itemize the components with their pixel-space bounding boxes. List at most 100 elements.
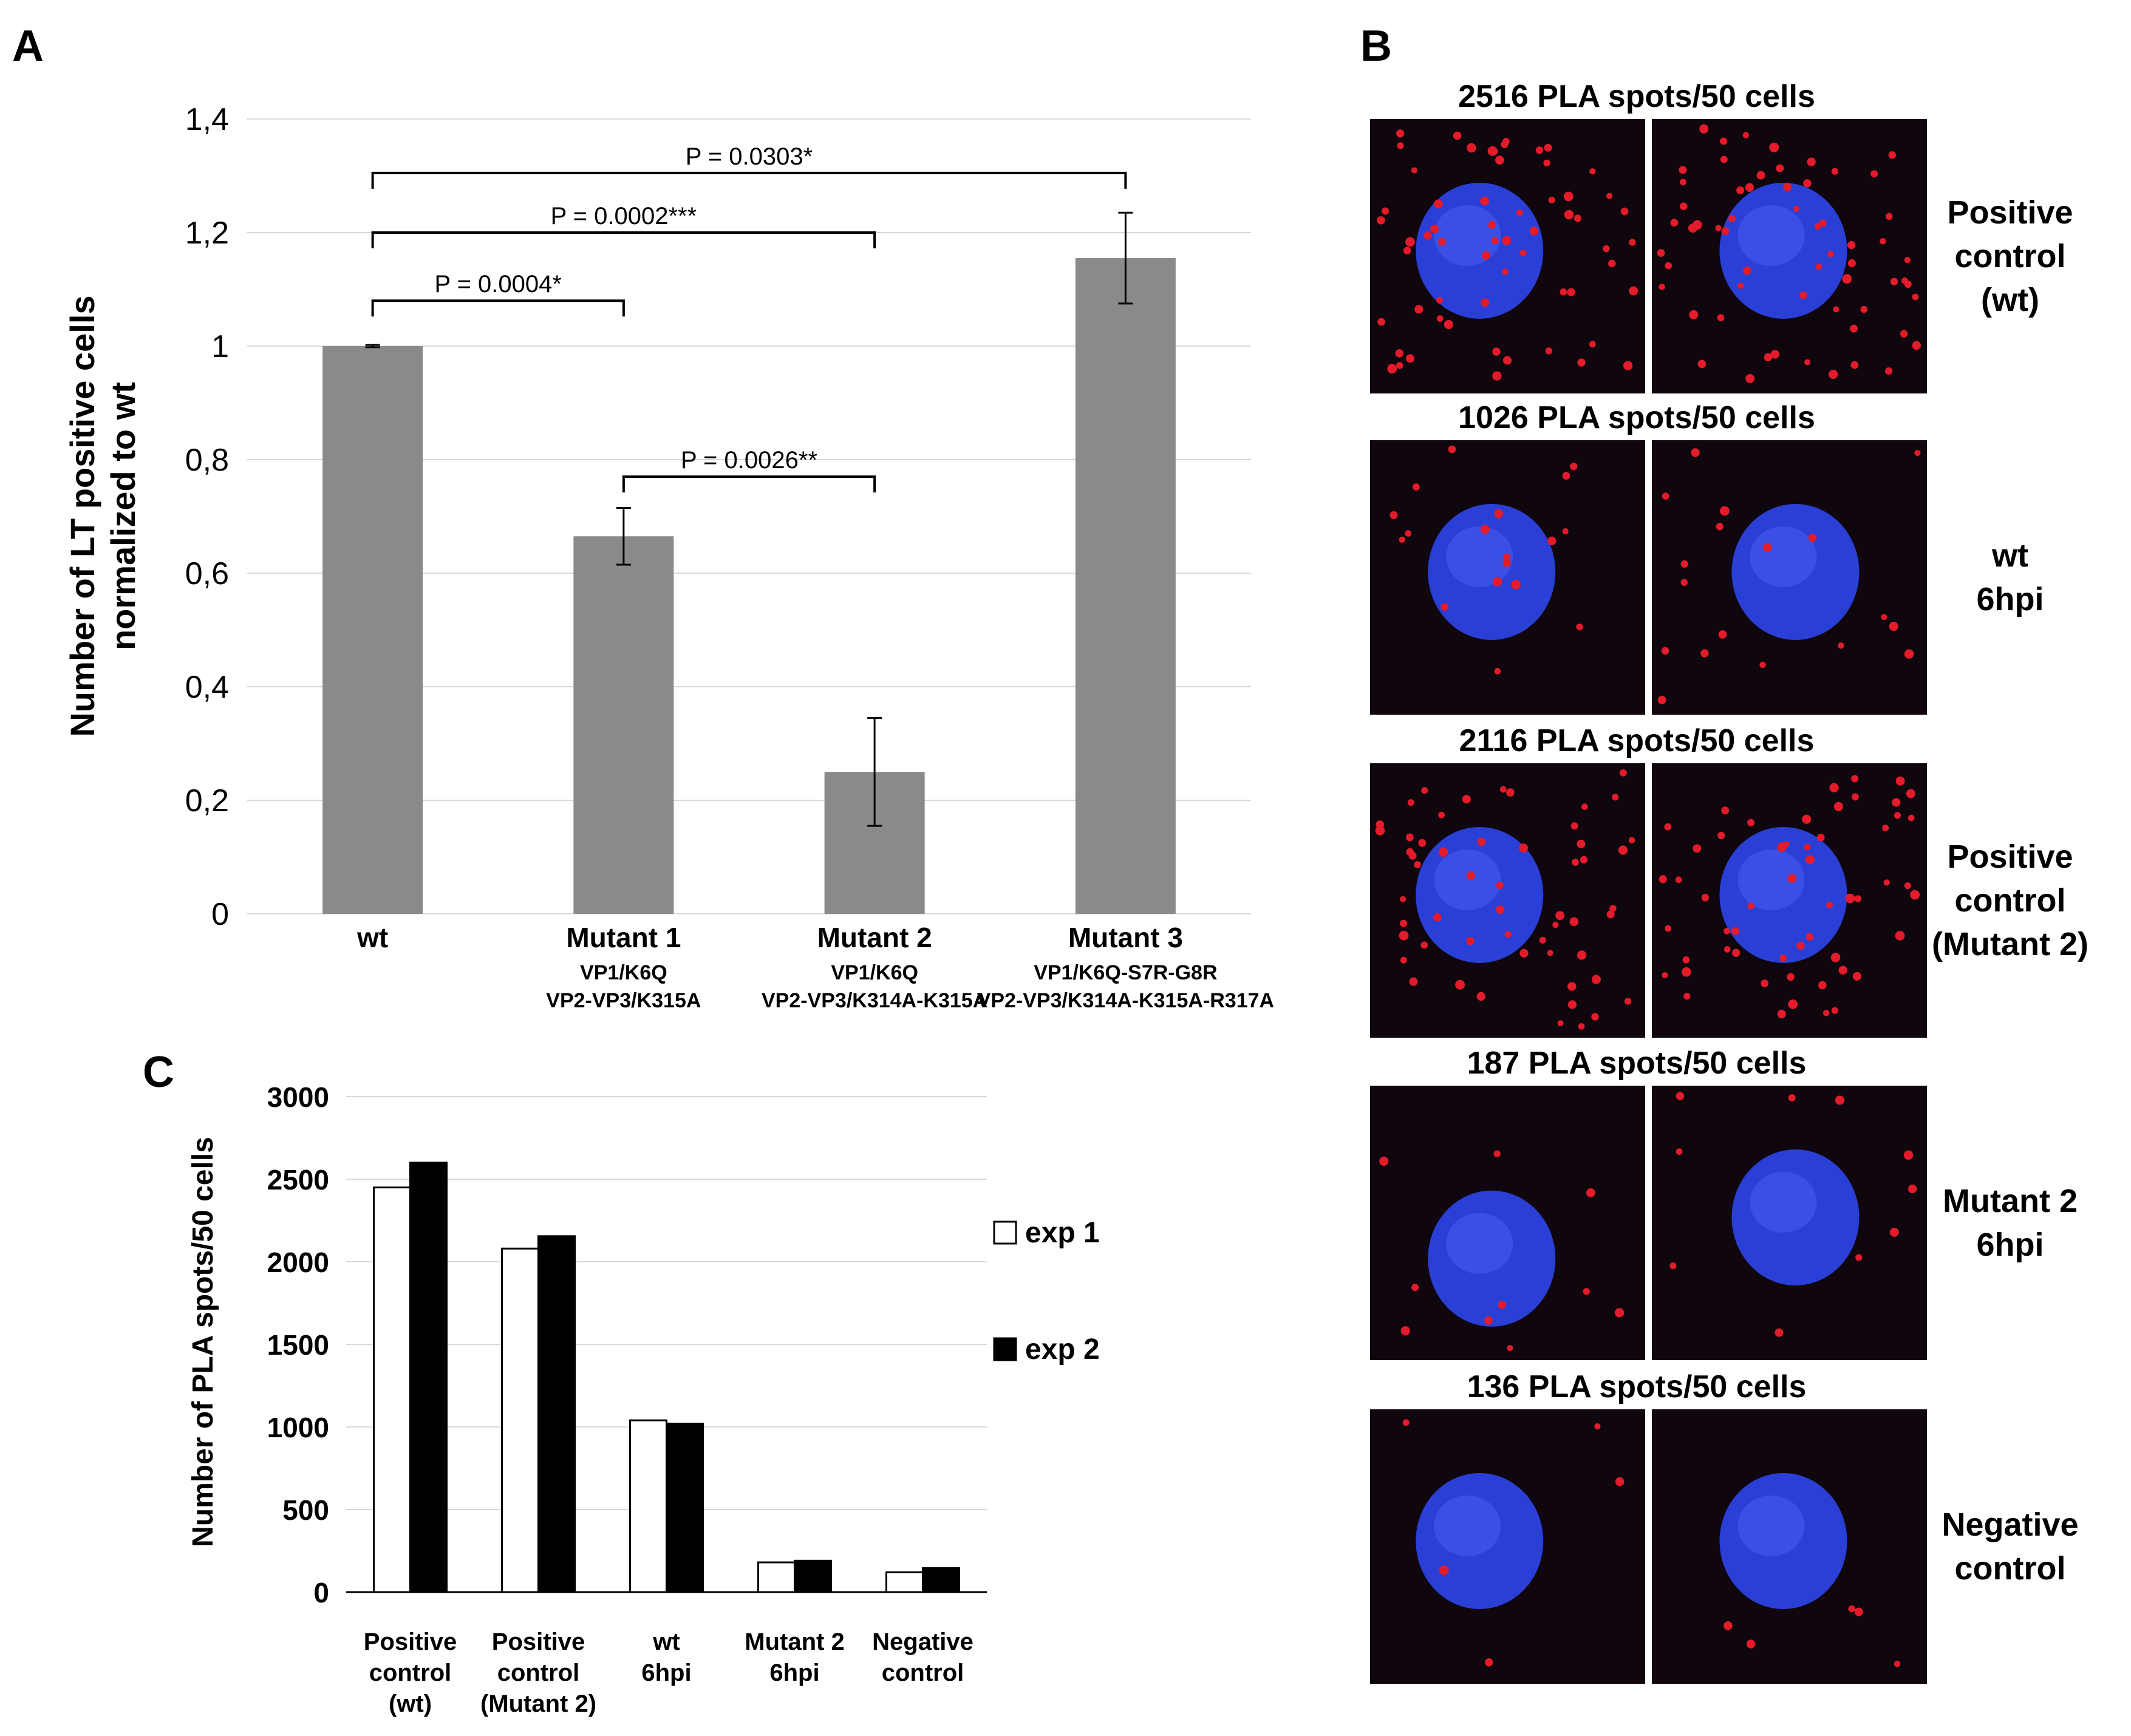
b-pla-spot xyxy=(1892,798,1901,807)
a-category-label: Mutant 2 xyxy=(817,922,932,953)
b-pla-spot xyxy=(1496,881,1504,890)
b-micrograph xyxy=(1652,1086,1927,1360)
b-pla-spot xyxy=(1904,256,1911,264)
c-bar-exp-2 xyxy=(922,1567,960,1593)
b-pla-spot xyxy=(1689,310,1699,319)
b-pla-spot xyxy=(1829,369,1838,380)
b-pla-spot xyxy=(1414,861,1421,868)
b-pla-spot xyxy=(1662,972,1668,979)
b-pla-spot xyxy=(1406,848,1414,856)
b-pla-spot xyxy=(1835,1095,1845,1105)
c-bar-exp-2 xyxy=(666,1423,704,1593)
b-pla-spot xyxy=(1762,543,1772,553)
b-pla-spot xyxy=(1683,993,1691,1000)
c-category-label: Mutant 2 xyxy=(745,1629,844,1655)
b-nucleus-highlight xyxy=(1737,205,1805,266)
b-pla-spot xyxy=(1424,231,1432,240)
b-pla-spot xyxy=(1492,371,1502,381)
b-pla-spot xyxy=(1402,1419,1410,1426)
b-pla-spot xyxy=(1720,137,1728,145)
b-pla-spot xyxy=(1403,247,1411,254)
b-pla-spot xyxy=(1682,956,1690,964)
c-bar-exp-1 xyxy=(373,1186,411,1593)
b-pla-spot xyxy=(1910,890,1920,900)
b-pla-spot xyxy=(1906,789,1915,798)
b-pla-spot xyxy=(1669,1262,1677,1270)
a-ytick-label: 0,8 xyxy=(185,443,229,478)
b-pla-spot xyxy=(1804,359,1811,366)
b-pla-spot xyxy=(1659,284,1665,290)
a-ytick-label: 0,6 xyxy=(185,556,229,591)
b-pla-spot xyxy=(1815,263,1822,270)
b-nucleus-highlight xyxy=(1434,205,1501,266)
a-bar xyxy=(322,346,423,914)
b-pla-spot xyxy=(1779,955,1787,962)
a-category-label: Mutant 1 xyxy=(566,922,681,953)
b-pla-spot xyxy=(1831,1007,1838,1014)
b-pla-spot xyxy=(1746,1639,1756,1649)
c-ytick-label: 2000 xyxy=(267,1247,329,1278)
b-pla-spot xyxy=(1494,668,1501,675)
b-pla-spot xyxy=(1679,166,1687,174)
b-pla-spot xyxy=(1481,298,1490,307)
b-pla-spot xyxy=(1775,1328,1784,1337)
b-pla-spot xyxy=(1756,171,1765,180)
b-pla-spot xyxy=(1731,927,1740,936)
a-category-detail: VP1/K6Q-S7R-G8R xyxy=(1034,961,1217,984)
b-pla-spot xyxy=(1493,1150,1501,1157)
b-pla-spot xyxy=(1827,251,1834,257)
b-pla-spot xyxy=(1516,209,1523,216)
b-pla-spot xyxy=(1783,183,1792,191)
b-pla-spot xyxy=(1412,483,1420,491)
a-significance-bracket xyxy=(371,231,876,248)
b-pla-spot xyxy=(1545,347,1553,355)
b-pla-spot xyxy=(1466,937,1475,945)
b-pla-spot xyxy=(1680,202,1688,211)
b-pla-spot xyxy=(1814,223,1821,230)
b-pla-spot xyxy=(1838,965,1847,975)
b-pla-spot xyxy=(1807,157,1816,166)
b-pla-spot xyxy=(1682,967,1691,977)
b-pla-spot xyxy=(1399,930,1409,941)
c-category-label: Negative xyxy=(872,1629,973,1655)
b-pla-spot xyxy=(1664,823,1672,831)
b-pla-spot xyxy=(1389,511,1398,519)
a-category-detail: VP1/K6Q xyxy=(580,961,667,984)
b-pla-spot xyxy=(1805,933,1814,941)
a-significance-label: P = 0.0303* xyxy=(686,143,813,170)
b-row-label: Positive xyxy=(1947,194,2073,231)
b-pla-spot xyxy=(1851,793,1859,801)
b-pla-spot xyxy=(1519,843,1528,853)
b-pla-spot xyxy=(1615,1477,1625,1486)
b-pla-spot xyxy=(1414,305,1424,314)
b-pla-spot xyxy=(1724,927,1731,934)
c-category-label: Positive xyxy=(492,1629,585,1655)
b-pla-spot xyxy=(1433,913,1442,922)
b-pla-spot xyxy=(1769,142,1779,152)
a-y-axis-label: normalized to wt xyxy=(104,382,142,650)
b-pla-spot xyxy=(1504,931,1512,938)
b-pla-spot xyxy=(1732,948,1741,957)
b-pla-spot xyxy=(1882,825,1889,831)
c-category-label: control xyxy=(882,1659,964,1686)
c-ytick-label: 1500 xyxy=(267,1329,329,1361)
b-pla-spot xyxy=(1895,776,1905,786)
c-bar-exp-1 xyxy=(885,1571,924,1593)
b-nucleus-highlight xyxy=(1750,526,1817,587)
b-pla-spot xyxy=(1405,354,1414,363)
b-pla-spot xyxy=(1870,170,1878,178)
b-pla-spot xyxy=(1499,786,1507,793)
b-pla-spot xyxy=(1448,445,1456,454)
b-pla-spot xyxy=(1629,239,1636,246)
b-micrograph xyxy=(1370,1409,1645,1684)
b-pla-spot xyxy=(1724,1621,1733,1630)
c-bar-exp-1 xyxy=(757,1561,796,1593)
b-pla-spot xyxy=(1606,910,1615,919)
b-pla-spot xyxy=(1547,536,1556,546)
b-pla-spot xyxy=(1606,192,1613,199)
panel-letter-a: A xyxy=(12,22,44,70)
c-ytick-label: 3000 xyxy=(267,1081,329,1113)
b-pla-spot xyxy=(1560,288,1567,296)
b-pla-spot xyxy=(1912,341,1921,350)
b-pla-spot xyxy=(1586,1188,1595,1197)
